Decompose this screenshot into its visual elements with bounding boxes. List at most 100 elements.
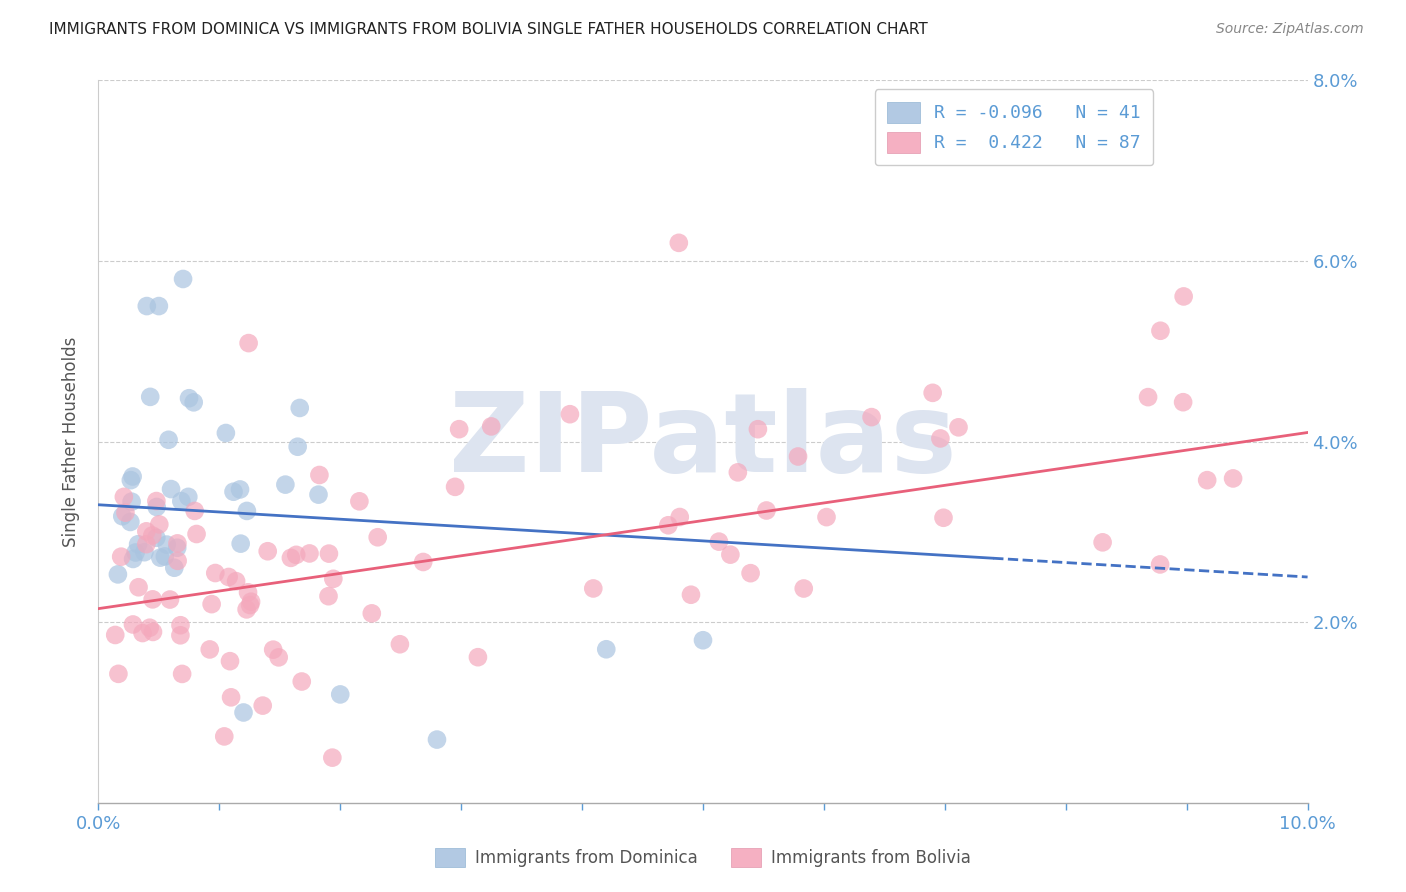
Point xyxy=(201,597,224,611)
Point xyxy=(755,503,778,517)
Point xyxy=(229,483,252,497)
Point xyxy=(740,566,762,581)
Point xyxy=(135,524,157,539)
Point xyxy=(169,618,191,632)
Point xyxy=(232,706,254,720)
Point xyxy=(727,466,749,480)
Point xyxy=(236,585,259,599)
Point xyxy=(948,420,970,434)
Point xyxy=(156,538,179,552)
Point xyxy=(107,666,129,681)
Point xyxy=(142,592,165,607)
Point xyxy=(135,299,157,313)
Point xyxy=(145,531,167,545)
Point xyxy=(166,541,188,555)
Point xyxy=(321,750,343,764)
Point xyxy=(479,419,502,434)
Point xyxy=(183,395,205,409)
Point xyxy=(932,510,955,524)
Point xyxy=(360,607,382,621)
Point xyxy=(177,391,200,405)
Point xyxy=(747,422,769,436)
Point xyxy=(145,500,167,514)
Point xyxy=(239,598,262,612)
Point xyxy=(128,580,150,594)
Point xyxy=(252,698,274,713)
Point xyxy=(114,506,136,520)
Point xyxy=(287,440,309,454)
Point xyxy=(204,566,226,580)
Point xyxy=(1149,324,1171,338)
Point xyxy=(349,494,371,508)
Point xyxy=(274,477,297,491)
Point xyxy=(793,582,815,596)
Point xyxy=(159,592,181,607)
Point xyxy=(122,552,145,566)
Point xyxy=(214,730,236,744)
Point xyxy=(131,626,153,640)
Point xyxy=(582,582,605,596)
Point xyxy=(449,422,471,436)
Point xyxy=(718,548,741,562)
Point xyxy=(1091,535,1114,549)
Point xyxy=(318,589,340,603)
Point xyxy=(1222,471,1244,485)
Point xyxy=(329,687,352,701)
Point xyxy=(236,504,259,518)
Legend: Immigrants from Dominica, Immigrants from Bolivia: Immigrants from Dominica, Immigrants fro… xyxy=(429,841,977,874)
Point xyxy=(153,549,176,564)
Point xyxy=(177,490,200,504)
Point xyxy=(412,555,434,569)
Point xyxy=(134,545,156,559)
Text: ZIPatlas: ZIPatlas xyxy=(449,388,957,495)
Point xyxy=(467,650,489,665)
Y-axis label: Single Father Households: Single Father Households xyxy=(62,336,80,547)
Point xyxy=(139,390,162,404)
Point xyxy=(215,425,238,440)
Point xyxy=(229,536,252,550)
Point xyxy=(111,509,134,524)
Point xyxy=(172,667,194,681)
Point xyxy=(298,546,321,560)
Point xyxy=(124,545,146,559)
Point xyxy=(218,570,240,584)
Point xyxy=(148,299,170,313)
Point xyxy=(238,336,260,351)
Point xyxy=(240,595,263,609)
Point xyxy=(444,480,467,494)
Point xyxy=(929,432,952,446)
Point xyxy=(308,488,330,502)
Point xyxy=(322,572,344,586)
Point xyxy=(426,732,449,747)
Point xyxy=(121,494,143,508)
Point xyxy=(291,674,314,689)
Point xyxy=(1173,289,1195,303)
Point xyxy=(157,433,180,447)
Point xyxy=(141,528,163,542)
Point xyxy=(219,690,242,705)
Point xyxy=(163,560,186,574)
Point xyxy=(120,515,142,529)
Point xyxy=(120,473,142,487)
Point xyxy=(183,504,205,518)
Point xyxy=(1137,390,1160,404)
Text: Source: ZipAtlas.com: Source: ZipAtlas.com xyxy=(1216,22,1364,37)
Point xyxy=(267,650,290,665)
Point xyxy=(172,272,194,286)
Point xyxy=(148,517,170,532)
Point xyxy=(308,468,330,483)
Point xyxy=(1149,558,1171,572)
Point xyxy=(280,550,302,565)
Point xyxy=(815,510,838,524)
Point xyxy=(262,642,284,657)
Point xyxy=(367,530,389,544)
Point xyxy=(1197,473,1219,487)
Point xyxy=(112,490,135,504)
Point xyxy=(657,518,679,533)
Point xyxy=(170,494,193,508)
Point xyxy=(219,654,242,668)
Point xyxy=(787,450,810,464)
Point xyxy=(166,536,188,550)
Point xyxy=(121,469,143,483)
Point xyxy=(668,510,690,524)
